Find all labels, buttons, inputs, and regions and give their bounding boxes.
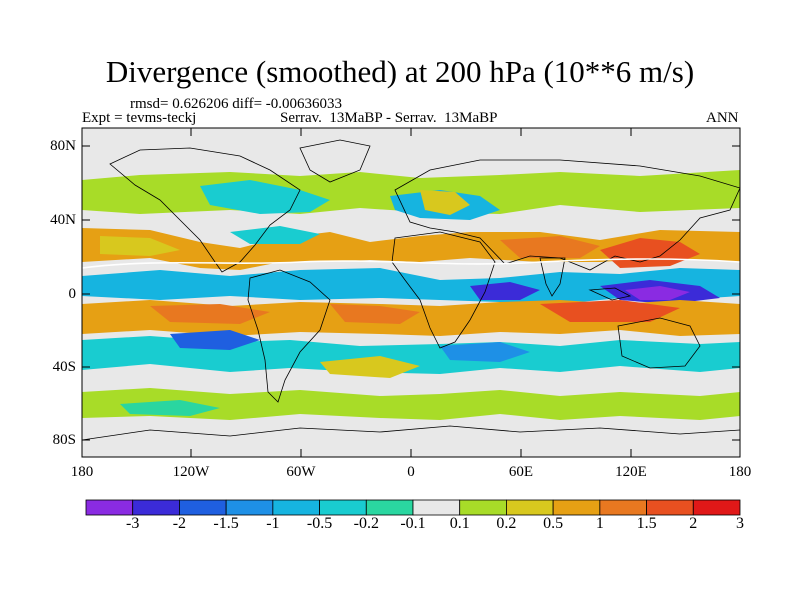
lat-tick-40s: 40S xyxy=(52,359,76,375)
lon-tick-60e: 60E xyxy=(508,464,534,480)
figure-title: Divergence (smoothed) at 200 hPa (10**6 … xyxy=(105,54,695,89)
colorbar-swatch xyxy=(132,499,180,516)
coastline-north-america xyxy=(109,147,301,273)
colorbar-label: -1.5 xyxy=(213,515,239,532)
colorbar-swatch xyxy=(646,499,694,516)
field-negative-north xyxy=(200,180,330,214)
field-red-wpac xyxy=(600,238,700,268)
coastline-africa xyxy=(391,231,496,349)
colorbar-label: -1 xyxy=(266,515,280,532)
colorbar-label: 1 xyxy=(595,515,604,532)
colorbar-swatch xyxy=(692,499,741,516)
colorbar-swatch xyxy=(319,499,367,516)
colorbar-swatch xyxy=(225,499,274,516)
field-positive-nh-subtropics xyxy=(82,228,740,270)
field-warm-nh-subtropics xyxy=(100,236,180,256)
field-negative-sh-subtropics xyxy=(82,336,740,374)
coastline-indonesia xyxy=(588,287,632,301)
field-positive-south xyxy=(82,388,740,420)
colorbar xyxy=(85,499,741,516)
colorbar-swatch xyxy=(599,499,647,516)
colorbar-label: -0.2 xyxy=(353,515,379,532)
colorbar-swatch xyxy=(552,499,601,516)
field-pos-sh-mid xyxy=(320,356,420,378)
lon-tick-120e: 120E xyxy=(615,464,647,480)
colorbar-label: 0.1 xyxy=(449,515,470,532)
coastline-south-america xyxy=(247,269,331,403)
colorbar-label: -0.1 xyxy=(400,515,426,532)
field-neg-sh-pacific xyxy=(170,330,260,350)
field-negative-south xyxy=(120,400,220,416)
lon-tick-180w: 180 xyxy=(70,464,94,480)
colorbar-label: 0.5 xyxy=(543,515,564,532)
period-label: Serrav. 13MaBP - Serrav. 13MaBP xyxy=(280,110,498,126)
colorbar-label: -3 xyxy=(126,515,140,532)
field-negative-equator xyxy=(82,268,740,304)
colorbar-swatch xyxy=(179,499,227,516)
zero-contour xyxy=(82,258,740,269)
colorbar-swatch xyxy=(459,499,507,516)
field-neg-nh-mid xyxy=(230,226,320,244)
coastlines xyxy=(82,139,740,441)
colorbar-swatch xyxy=(365,499,414,516)
colorbar-swatch xyxy=(272,499,320,516)
colorbar-label: 0.2 xyxy=(496,515,517,532)
lon-tick-60w: 60W xyxy=(286,464,316,480)
colorbar-label: -2 xyxy=(172,515,187,532)
lon-tick-120w: 120W xyxy=(172,464,210,480)
field-red-sh-east-pacific xyxy=(150,304,270,324)
colorbar-label: 2 xyxy=(689,515,698,532)
coastline-antarctica xyxy=(82,425,740,441)
colorbar-swatch xyxy=(412,499,461,516)
experiment-label: Expt = tevms-teckj xyxy=(82,110,197,126)
lon-tick-0: 0 xyxy=(407,464,415,480)
colorbar-label: 1.5 xyxy=(636,515,657,532)
field-warm-india xyxy=(500,236,600,258)
field-red-sh-indian xyxy=(540,300,680,322)
season-label: ANN xyxy=(706,110,739,126)
colorbar-label: -0.5 xyxy=(306,515,333,532)
tick-marks xyxy=(82,128,740,457)
lat-tick-40n: 40N xyxy=(50,212,76,228)
stats-label: rmsd= 0.626206 diff= -0.00636033 xyxy=(130,96,343,112)
field-max-negative-wpac xyxy=(625,286,690,300)
field-strong-negative-io xyxy=(470,282,540,300)
lon-tick-180e: 180 xyxy=(728,464,752,480)
colorbar-label: 3 xyxy=(736,515,744,532)
coastline-india xyxy=(539,257,566,297)
coastline-australia xyxy=(617,317,701,369)
field-red-sh-atlantic xyxy=(330,304,420,324)
colorbar-swatch xyxy=(506,499,554,516)
field-neg-sh-indian xyxy=(440,342,530,362)
coastline-greenland xyxy=(299,139,371,183)
field-positive-europe xyxy=(420,190,470,215)
colorbar-swatch xyxy=(85,499,134,516)
lat-tick-0: 0 xyxy=(68,286,77,302)
lat-tick-80s: 80S xyxy=(52,432,76,448)
lat-tick-80n: 80N xyxy=(50,138,76,154)
